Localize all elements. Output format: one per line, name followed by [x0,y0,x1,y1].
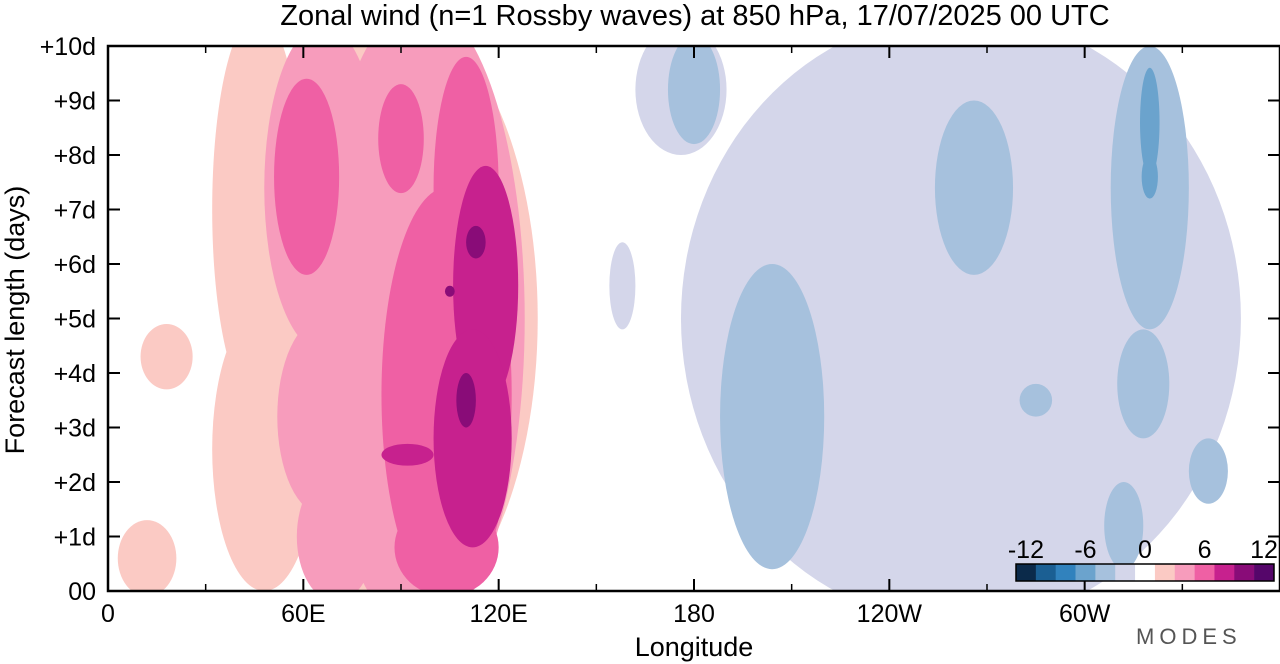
contour-region-14 [934,100,1014,275]
x-tick-label: 60W [1059,600,1111,628]
contour-region-10 [277,318,369,515]
contour-region-26 [1141,155,1158,199]
y-tick-label: +9d [54,88,96,116]
y-tick-label: +6d [54,251,96,279]
colorbar-swatch [1055,564,1076,581]
y-tick-label: +1d [54,524,96,552]
colorbar-swatch [1016,564,1037,581]
y-tick-label: +7d [54,197,96,225]
x-axis-label: Longitude [634,632,754,662]
brand-logo: MODES [1136,624,1242,649]
y-tick-label: +4d [54,360,96,388]
colorbar-swatch [1135,564,1156,581]
colorbar-tick-label: 0 [1138,536,1152,564]
contour-region-16 [1117,329,1170,439]
contour-region-21 [378,84,424,194]
colorbar-swatch [1254,564,1275,581]
contour-region-32 [444,285,455,297]
y-tick-label: +2d [54,469,96,497]
contour-region-19 [1019,383,1053,417]
contour-field [117,46,1241,591]
x-tick-label: 180 [673,600,715,628]
colorbar-tick-label: 6 [1198,536,1212,564]
colorbar-tick-label: -12 [1008,536,1044,564]
colorbar-swatch [1214,564,1235,581]
contour-region-11 [296,471,375,591]
contour-region-3 [140,323,193,390]
contour-region-31 [456,373,476,428]
x-tick-label: 120E [469,600,527,628]
contour-region-20 [274,78,340,275]
chart-title: Zonal wind (n=1 Rossby waves) at 850 hPa… [280,0,1110,32]
colorbar-frame [1015,563,1275,582]
y-tick-label: +3d [54,415,96,443]
contour-region-30 [466,225,486,259]
contour-region-28 [433,329,512,548]
colorbar-swatch [1174,564,1195,581]
axes: 0 60E 120E 180 120W 60W 00 +1d +2d +3d +4d +5d +6d +7… [40,33,1280,628]
x-tick-label: 60E [281,600,325,628]
colorbar-legend: -12 -6 0 6 12 [1008,536,1278,582]
colorbar-swatch [1075,564,1096,581]
contour-region-12 [667,46,721,145]
contour-region-29 [381,443,434,466]
colorbar-swatch [1115,564,1136,581]
colorbar-swatch [1035,564,1056,581]
x-tick-label: 0 [101,600,115,628]
colorbar-tick-label: 12 [1250,536,1278,564]
contour-region-4 [117,520,177,591]
contour-region-13 [720,264,825,570]
contour-region-17 [1188,438,1228,504]
contour-region-7 [609,242,636,330]
y-tick-label: 00 [68,578,96,606]
x-tick-label: 120W [857,600,923,628]
y-tick-label: +8d [54,142,96,170]
colorbar-swatch [1154,564,1176,581]
colorbar-tick-label: -6 [1074,536,1096,564]
y-tick-label: +5d [54,306,96,334]
colorbar-swatch [1095,564,1116,581]
y-tick-label: +10d [40,33,96,61]
contour-region-18 [1104,481,1144,570]
colorbar-swatch [1234,564,1255,581]
colorbar-swatch [1194,564,1215,581]
contour-region-25 [1140,67,1160,177]
